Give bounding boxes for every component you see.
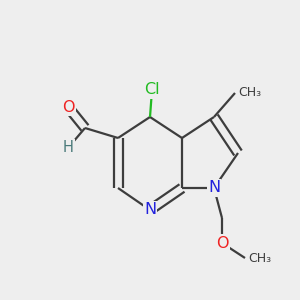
Text: N: N xyxy=(208,181,220,196)
Text: CH₃: CH₃ xyxy=(238,86,261,100)
Text: O: O xyxy=(62,100,74,115)
Text: Cl: Cl xyxy=(144,82,160,98)
Text: O: O xyxy=(216,236,228,250)
Text: CH₃: CH₃ xyxy=(248,251,271,265)
Text: N: N xyxy=(144,202,156,217)
Text: H: H xyxy=(63,140,74,155)
